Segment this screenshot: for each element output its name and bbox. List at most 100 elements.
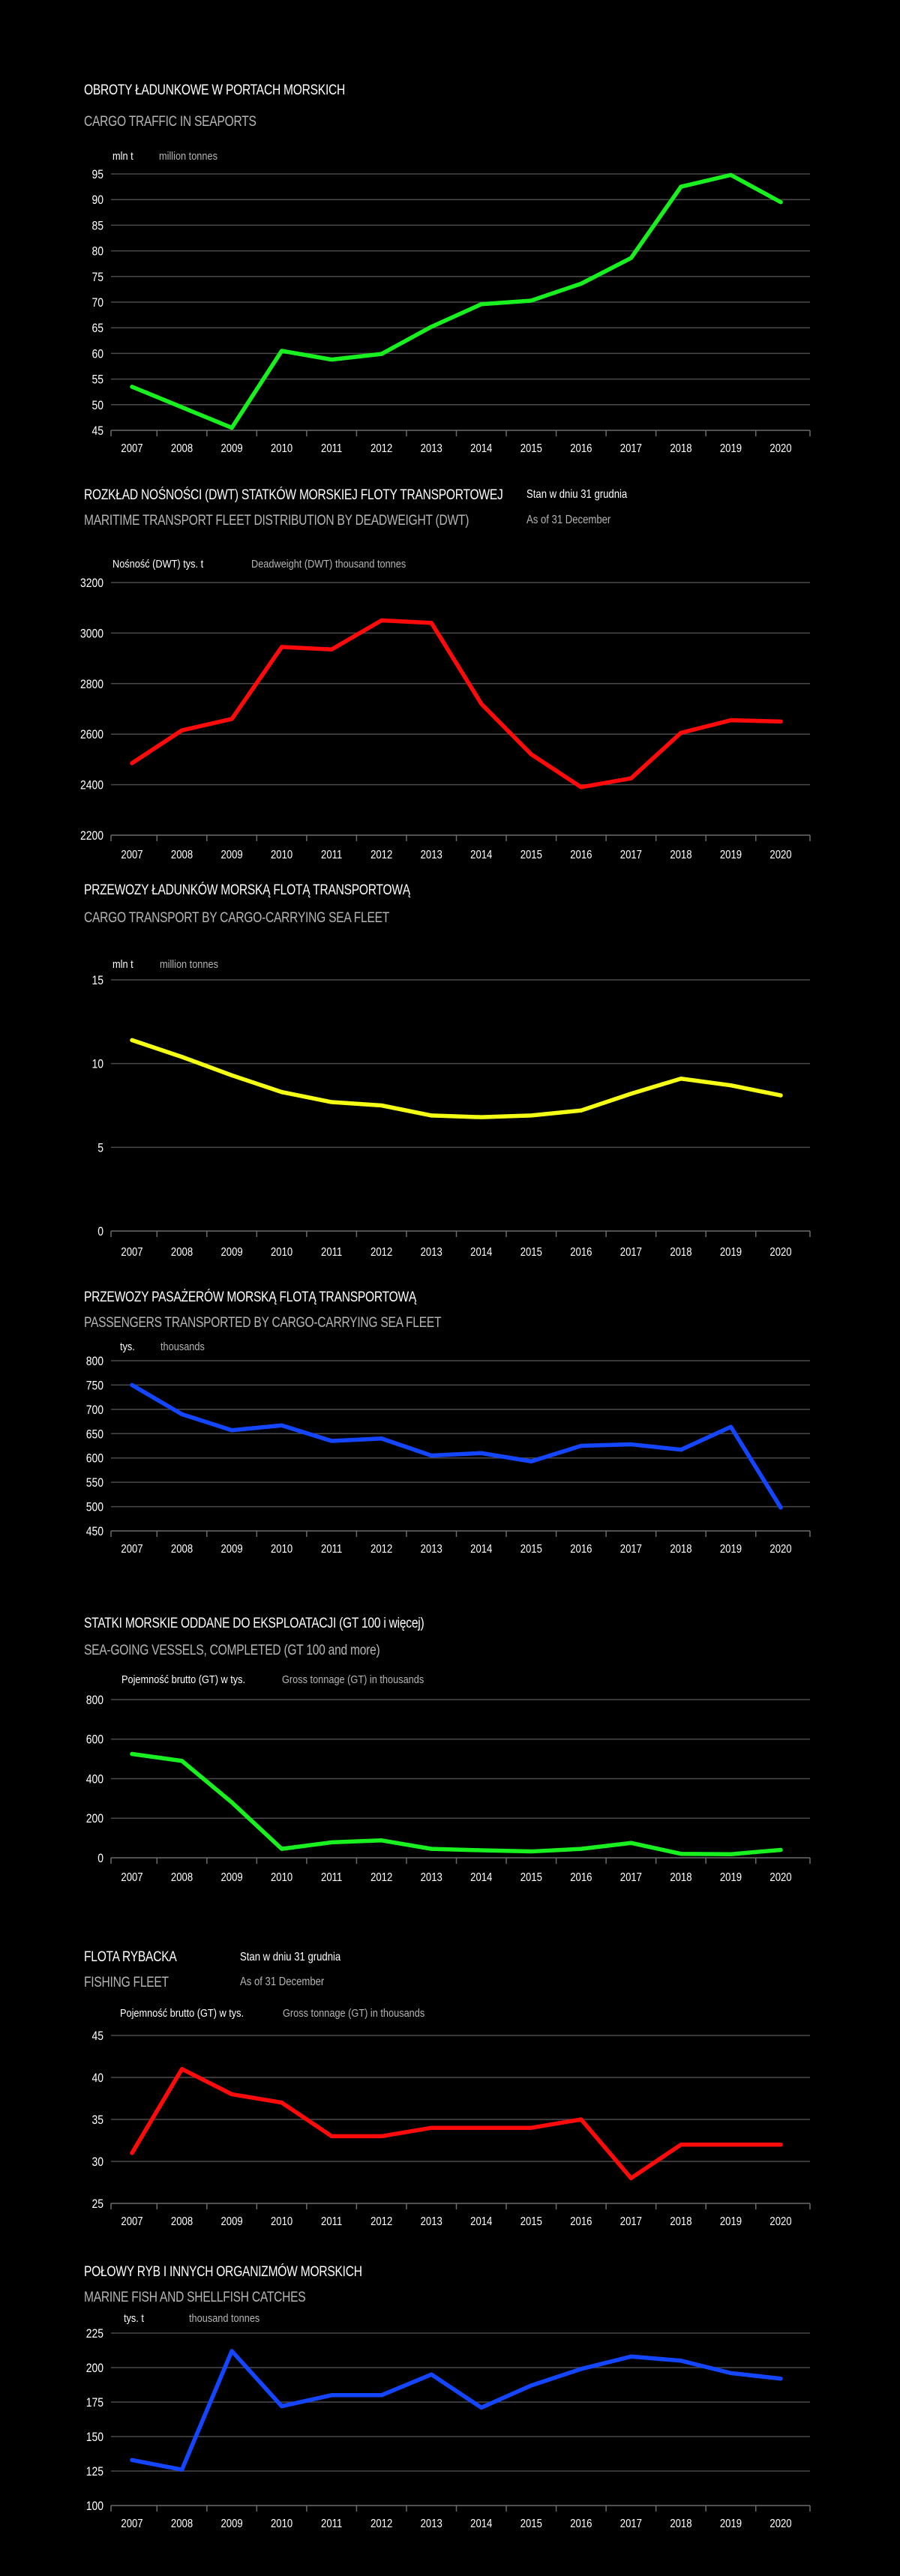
x-tick-label: 2008 — [171, 849, 193, 861]
y-tick-label: 2800 — [80, 678, 104, 692]
data-point-2018 — [679, 731, 683, 735]
data-point-2013 — [429, 1453, 434, 1457]
x-tick-label: 2007 — [121, 2518, 142, 2530]
data-point-2010 — [280, 1847, 284, 1851]
x-tick-label: 2015 — [520, 2518, 542, 2530]
chart-subtitle: FISHING FLEET — [84, 1975, 169, 1990]
y-tick-label: 800 — [86, 1694, 104, 1708]
y-tick-label: 450 — [86, 1525, 104, 1539]
y-tick-label: 90 — [92, 193, 104, 208]
y-tick-label: 3000 — [80, 627, 104, 641]
data-point-2016 — [579, 1444, 584, 1448]
x-tick-label: 2014 — [470, 1543, 492, 1556]
x-tick-label: 2014 — [470, 1871, 492, 1884]
x-tick-label: 2020 — [770, 2518, 791, 2530]
y-tick-label: 95 — [92, 168, 104, 182]
x-tick-label: 2016 — [570, 442, 592, 455]
data-point-2008 — [180, 2467, 184, 2472]
data-point-2019 — [728, 1852, 733, 1856]
x-tick-label: 2013 — [421, 849, 442, 861]
x-tick-label: 2018 — [670, 1543, 692, 1556]
data-point-2010 — [280, 645, 284, 649]
x-tick-label: 2016 — [570, 2518, 592, 2530]
x-tick-label: 2012 — [370, 442, 392, 455]
y-tick-label: 200 — [86, 2362, 104, 2376]
data-point-2012 — [380, 619, 384, 623]
y-tick-label: 5 — [98, 1141, 104, 1155]
x-tick-label: 2007 — [121, 849, 142, 861]
x-tick-label: 2012 — [370, 1871, 392, 1884]
y-tick-label: 0 — [98, 1852, 104, 1866]
data-point-2010 — [280, 349, 284, 353]
x-tick-label: 2013 — [421, 442, 442, 455]
x-tick-label: 2017 — [620, 849, 642, 861]
data-point-2007 — [130, 2151, 134, 2155]
unit-label-en: million tonnes — [159, 150, 218, 163]
y-tick-label: 45 — [92, 2029, 104, 2044]
unit-label-pl: mln t — [112, 150, 134, 163]
y-tick-label: 30 — [92, 2155, 104, 2170]
data-point-2017 — [628, 2176, 633, 2180]
x-tick-label: 2016 — [570, 1246, 592, 1259]
data-point-2013 — [429, 2125, 434, 2130]
data-point-2008 — [180, 1412, 184, 1416]
data-point-2007 — [130, 2458, 134, 2462]
x-tick-label: 2020 — [770, 442, 791, 455]
y-tick-label: 35 — [92, 2113, 104, 2128]
data-point-2020 — [778, 1847, 783, 1852]
data-point-2012 — [380, 1436, 384, 1441]
y-tick-label: 2600 — [80, 728, 104, 742]
data-point-2014 — [479, 2405, 484, 2410]
x-tick-label: 2019 — [720, 849, 742, 861]
x-tick-label: 2007 — [121, 1543, 142, 1556]
data-point-2015 — [529, 2125, 533, 2130]
series-line — [130, 1751, 783, 1857]
data-point-2020 — [778, 719, 783, 723]
data-point-2008 — [180, 728, 184, 732]
y-tick-label: 600 — [86, 1451, 104, 1466]
x-tick-label: 2018 — [670, 2518, 692, 2530]
y-tick-label: 25 — [92, 2197, 104, 2212]
x-tick-label: 2008 — [171, 2518, 193, 2530]
y-tick-label: 55 — [92, 373, 104, 387]
y-tick-label: 200 — [86, 1812, 104, 1826]
x-tick-label: 2016 — [570, 849, 592, 861]
x-tick-label: 2015 — [520, 1246, 542, 1259]
x-tick-label: 2011 — [321, 849, 342, 861]
x-tick-label: 2020 — [770, 1871, 791, 1884]
y-tick-label: 700 — [86, 1403, 104, 1418]
data-point-2017 — [628, 1841, 633, 1845]
unit-label-pl: tys. t — [124, 2312, 144, 2325]
chart-title: FLOTA RYBACKA — [84, 1949, 177, 1965]
unit-label-en: thousands — [160, 1340, 205, 1353]
x-tick-label: 2019 — [720, 2215, 742, 2228]
data-point-2017 — [628, 2354, 633, 2359]
unit-label-en: Deadweight (DWT) thousand tonnes — [251, 558, 406, 571]
series-line — [130, 1382, 783, 1510]
data-point-2018 — [679, 184, 683, 189]
x-tick-label: 2020 — [770, 849, 791, 861]
data-point-2014 — [479, 2125, 484, 2130]
y-tick-label: 80 — [92, 244, 104, 259]
x-tick-label: 2020 — [770, 2215, 791, 2228]
data-point-2018 — [679, 2359, 683, 2363]
data-point-2016 — [579, 785, 584, 789]
unit-label-pl: tys. — [120, 1340, 135, 1353]
x-tick-label: 2019 — [720, 1246, 742, 1259]
series-line — [130, 172, 783, 430]
x-tick-label: 2014 — [470, 2518, 492, 2530]
x-tick-label: 2016 — [570, 1871, 592, 1884]
x-tick-label: 2018 — [670, 2215, 692, 2228]
y-tick-label: 800 — [86, 1355, 104, 1369]
data-point-2012 — [380, 1104, 384, 1107]
x-tick-label: 2012 — [370, 1543, 392, 1556]
x-tick-label: 2007 — [121, 1871, 142, 1884]
y-tick-label: 650 — [86, 1427, 104, 1442]
x-tick-label: 2017 — [620, 1246, 642, 1259]
data-point-2020 — [778, 1505, 783, 1510]
chart-title: PRZEWOZY ŁADUNKÓW MORSKĄ FLOTĄ TRANSPORT… — [84, 882, 410, 898]
x-tick-label: 2017 — [620, 2518, 642, 2530]
